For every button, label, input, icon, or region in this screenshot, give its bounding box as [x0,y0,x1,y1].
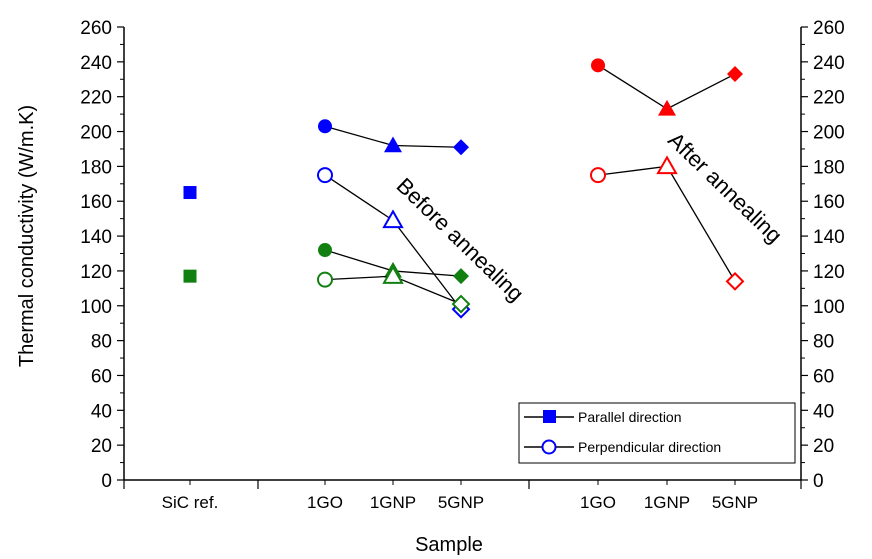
left-tick-label: 80 [91,332,112,353]
right-tick-label: 260 [813,18,845,39]
triangle-marker [382,209,404,229]
series-blue-parallel [183,186,197,200]
right-tick-label: 180 [813,157,845,178]
left-tick-label: 120 [80,262,112,283]
right-tick-label: 140 [813,227,845,248]
series-layer [183,58,745,319]
series-green-perpendicular [317,265,471,314]
diamond-marker [725,271,745,291]
legend-box [518,402,796,464]
left-tick-label: 140 [80,227,112,248]
left-tick-label: 20 [91,436,112,457]
square-marker [183,269,197,283]
left-tick-label: 240 [80,53,112,74]
left-tick-label: 220 [80,88,112,109]
x-category-label: 5GNP [438,493,484,512]
series-line [324,174,462,310]
right-tick-label: 60 [813,366,834,387]
series-blue-parallel [318,119,469,156]
circle-marker [317,167,333,184]
circle-marker [318,243,332,258]
x-category-label: 1GNP [370,493,416,512]
right-tick-label: 20 [813,436,834,457]
x-category-label: SiC ref. [162,493,219,512]
triangle-marker [382,265,404,284]
after-annealing-annotation: After annealing [663,127,787,248]
legend-parallel-marker [543,410,556,423]
left-tick-label: 60 [91,366,112,387]
left-tick-label: 180 [80,157,112,178]
series-red-parallel [591,58,743,116]
left-tick-label: 260 [80,18,112,39]
right-tick-label: 240 [813,53,845,74]
left-tick-label: 40 [91,401,112,422]
triangle-marker [384,136,402,153]
circle-marker [317,271,333,288]
legend: Parallel direction Perpendicular directi… [518,402,796,464]
left-tick-label: 100 [80,297,112,318]
diamond-marker [451,294,471,314]
legend-perpendicular-label: Perpendicular direction [578,439,721,455]
x-category-label: 1GO [580,493,616,512]
series-green-perpendicular [183,269,197,283]
right-tick-label: 80 [813,332,834,353]
circle-marker [591,58,605,73]
x-axis: SiC ref. 1GO 1GNP 5GNP 1GO 1GNP 5GNP [123,480,802,512]
x-category-label: 1GO [307,493,343,512]
diamond-marker [727,66,743,83]
right-tick-label: 0 [813,471,824,492]
right-tick-label: 220 [813,88,845,109]
x-axis-title: Sample [415,534,483,556]
triangle-marker [658,99,676,116]
left-tick-label: 0 [101,471,112,492]
y-axis-title: Thermal conductivity (W/m.K) [16,105,38,367]
before-annealing-annotation: Before annealing [392,173,529,307]
left-tick-label: 160 [80,192,112,213]
legend-perpendicular-marker [541,439,557,455]
square-marker [183,186,197,200]
x-category-label: 1GNP [644,493,690,512]
circle-marker [318,119,332,134]
series-red-perpendicular [590,155,745,291]
right-tick-label: 200 [813,123,845,144]
right-tick-label: 40 [813,401,834,422]
left-y-axis: 0 20 40 60 80 100 120 140 160 180 200 220 240 260 [80,18,124,492]
circle-marker [590,167,606,184]
right-tick-label: 160 [813,192,845,213]
right-y-axis: 0 20 40 60 80 100 120 140 160 180 200 220 240 260 [801,18,845,492]
legend-parallel-label: Parallel direction [578,409,682,425]
right-tick-label: 100 [813,297,845,318]
diamond-marker [453,268,469,285]
left-tick-label: 200 [80,123,112,144]
x-category-label: 5GNP [712,493,758,512]
triangle-marker [656,155,678,175]
diamond-marker [453,139,469,156]
right-tick-label: 120 [813,262,845,283]
